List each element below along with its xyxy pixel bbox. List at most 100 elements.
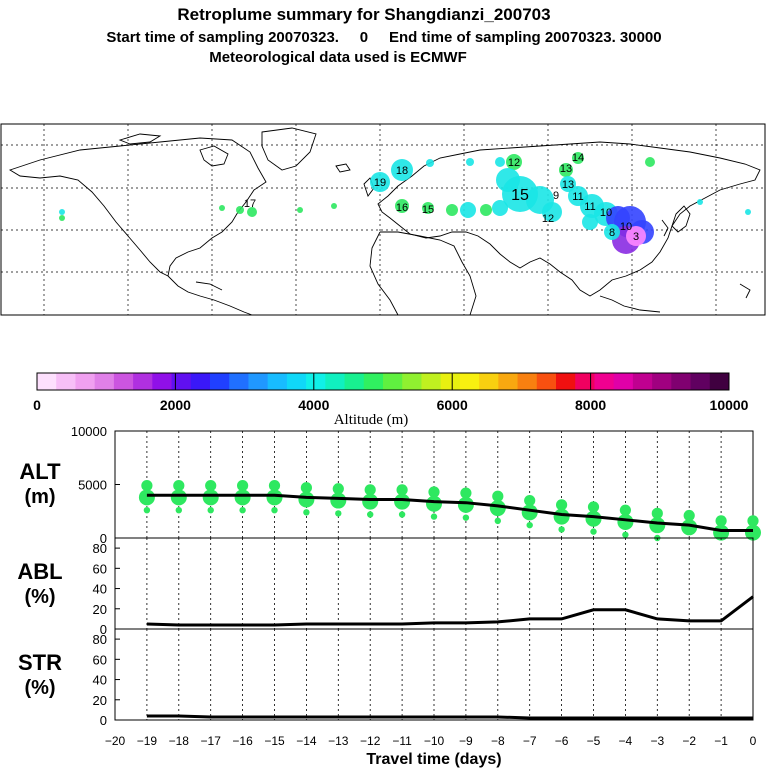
plume-day-label: 10 <box>620 221 632 233</box>
panel-alt: 10000 5000 0 ALT(m) <box>19 424 761 546</box>
colorbar-tick-label: 6000 <box>437 397 468 413</box>
plume-day-label: 3 <box>633 231 639 243</box>
altitude-point <box>303 483 310 490</box>
colorbar-tick-label: 10000 <box>710 397 749 413</box>
colorbar-swatch <box>594 373 615 390</box>
colorbar-swatch <box>325 373 346 390</box>
plume-blob <box>446 204 458 216</box>
plume-blob <box>645 157 655 167</box>
colorbar-tick-label: 0 <box>33 397 41 413</box>
plume-blob <box>422 202 434 214</box>
altitude-point <box>234 489 251 506</box>
plume-blob <box>331 203 337 209</box>
altitude-point <box>398 511 406 518</box>
plume-blob <box>247 207 257 217</box>
altitude-point <box>335 484 342 491</box>
colorbar-swatch <box>498 373 519 390</box>
y-axis-label: STR <box>18 650 62 675</box>
altitude-point <box>462 488 470 496</box>
colorbar-swatch <box>479 373 499 390</box>
x-tick-label: −20 <box>105 734 126 748</box>
colorbar-tick-label: 8000 <box>575 397 606 413</box>
series-line-str <box>146 714 753 720</box>
colorbar-swatch <box>229 373 249 390</box>
x-tick-label: −2 <box>682 734 696 748</box>
y-tick-label: 40 <box>93 582 107 597</box>
colorbar-swatch <box>613 373 634 390</box>
altitude-point <box>494 517 501 525</box>
plume-blob <box>460 202 476 218</box>
colorbar-swatch <box>690 373 711 390</box>
plume-blob <box>236 206 244 214</box>
plume-blob <box>559 163 573 177</box>
plume-day-label: 15 <box>511 187 529 204</box>
plume-day-label: 12 <box>508 157 520 169</box>
y-tick-label: 10000 <box>71 424 107 439</box>
altitude-point <box>239 481 246 488</box>
altitude-point <box>649 517 666 534</box>
altitude-point <box>271 506 278 514</box>
altitude-point <box>170 489 187 506</box>
y-axis-unit: (m) <box>24 486 55 508</box>
altitude-point <box>681 519 698 536</box>
plume-blob <box>466 158 474 166</box>
altitude-point <box>654 509 661 516</box>
y-tick-label: 60 <box>93 652 107 667</box>
series-line-abl <box>146 595 754 627</box>
altitude-point <box>175 506 182 514</box>
plume-blob <box>582 214 598 230</box>
altitude-point <box>686 511 693 518</box>
altitude-point <box>430 487 438 495</box>
altitude-point <box>590 502 597 510</box>
plume-blob <box>59 209 65 215</box>
plume-day-label: 19 <box>374 177 386 189</box>
plume-blob <box>604 224 620 240</box>
colorbar-swatch <box>517 373 538 390</box>
plume-blob <box>492 200 508 216</box>
colorbar-swatches <box>37 373 730 390</box>
colorbar-swatch <box>440 373 461 390</box>
x-axis-ticks: −20 −19 −18 −17 −16 −15 −14 −13 −12 −11 −10 −9 −8 −7−… <box>105 734 757 768</box>
plume-blob <box>506 154 522 170</box>
altitude-point <box>617 513 634 530</box>
colorbar-swatch <box>363 373 384 390</box>
altitude-point <box>207 506 214 514</box>
altitude-point <box>745 524 761 541</box>
altitude-point <box>175 481 182 488</box>
colorbar-ticks: 0 2000 4000 6000 8000 10000 <box>33 373 749 413</box>
altitude-point <box>367 511 374 518</box>
altitude-point <box>143 481 151 488</box>
y-tick-label: 0 <box>100 622 107 637</box>
altitude-point <box>494 492 501 499</box>
altitude-point <box>362 493 379 510</box>
altitude-point <box>394 493 411 510</box>
colorbar-swatch <box>37 373 57 390</box>
x-tick-label: −9 <box>459 734 473 748</box>
colorbar-swatch <box>152 373 173 390</box>
x-tick-label: −4 <box>619 734 633 748</box>
x-tick-label: −18 <box>169 734 190 748</box>
plume-day-label: 13 <box>562 179 574 191</box>
plume-blob <box>395 199 409 213</box>
colorbar-label: Altitude (m) <box>334 412 409 428</box>
x-tick-label: −16 <box>232 734 253 748</box>
plume-blob <box>542 202 562 222</box>
x-tick-label: −12 <box>360 734 381 748</box>
colorbar-swatch <box>190 373 211 390</box>
altitude-point <box>622 505 629 513</box>
altitude-scatter <box>138 479 761 542</box>
plume-day-label: 10 <box>600 207 612 219</box>
colorbar-swatch <box>94 373 115 390</box>
y-tick-label: 80 <box>93 632 107 647</box>
series-line-alt <box>146 493 753 533</box>
altitude-point <box>430 513 438 520</box>
y-tick-label: 20 <box>93 693 107 708</box>
plume-day-label: 11 <box>572 191 583 203</box>
plume-blob <box>697 199 703 205</box>
colorbar-swatch <box>210 373 230 390</box>
plume-day-label: 13 <box>560 163 572 175</box>
altitude-point <box>590 528 597 535</box>
